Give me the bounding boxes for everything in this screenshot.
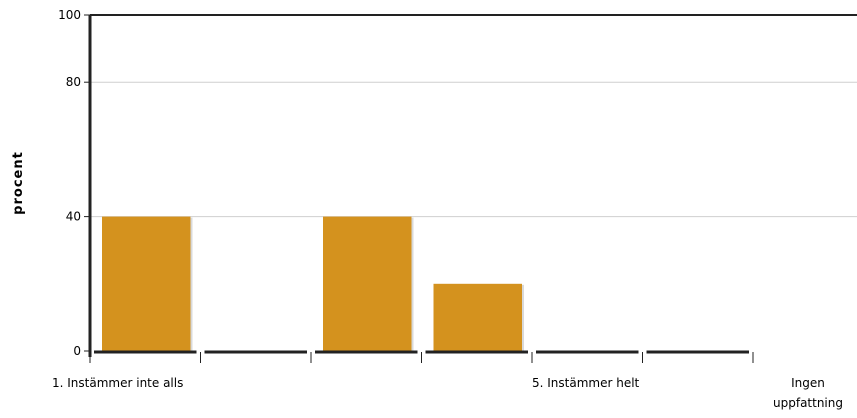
bar-4 [433, 283, 522, 351]
x-tick-label-6-line-1: Ingen [791, 376, 825, 390]
x-tick-label-5: 5. Instämmer helt [532, 376, 640, 390]
y-tick-label-80: 80 [66, 75, 81, 89]
x-tick-label-1: 1. Instämmer inte alls [52, 376, 183, 390]
y-tick-label-40: 40 [66, 210, 81, 224]
y-tick-label-0: 0 [73, 344, 81, 358]
bar-1 [102, 216, 191, 351]
bar-3 [323, 216, 412, 351]
x-tick-label-6-line-2: uppfattning [773, 396, 843, 410]
y-tick-label-100: 100 [58, 8, 81, 22]
y-axis-title: procent [11, 151, 26, 215]
